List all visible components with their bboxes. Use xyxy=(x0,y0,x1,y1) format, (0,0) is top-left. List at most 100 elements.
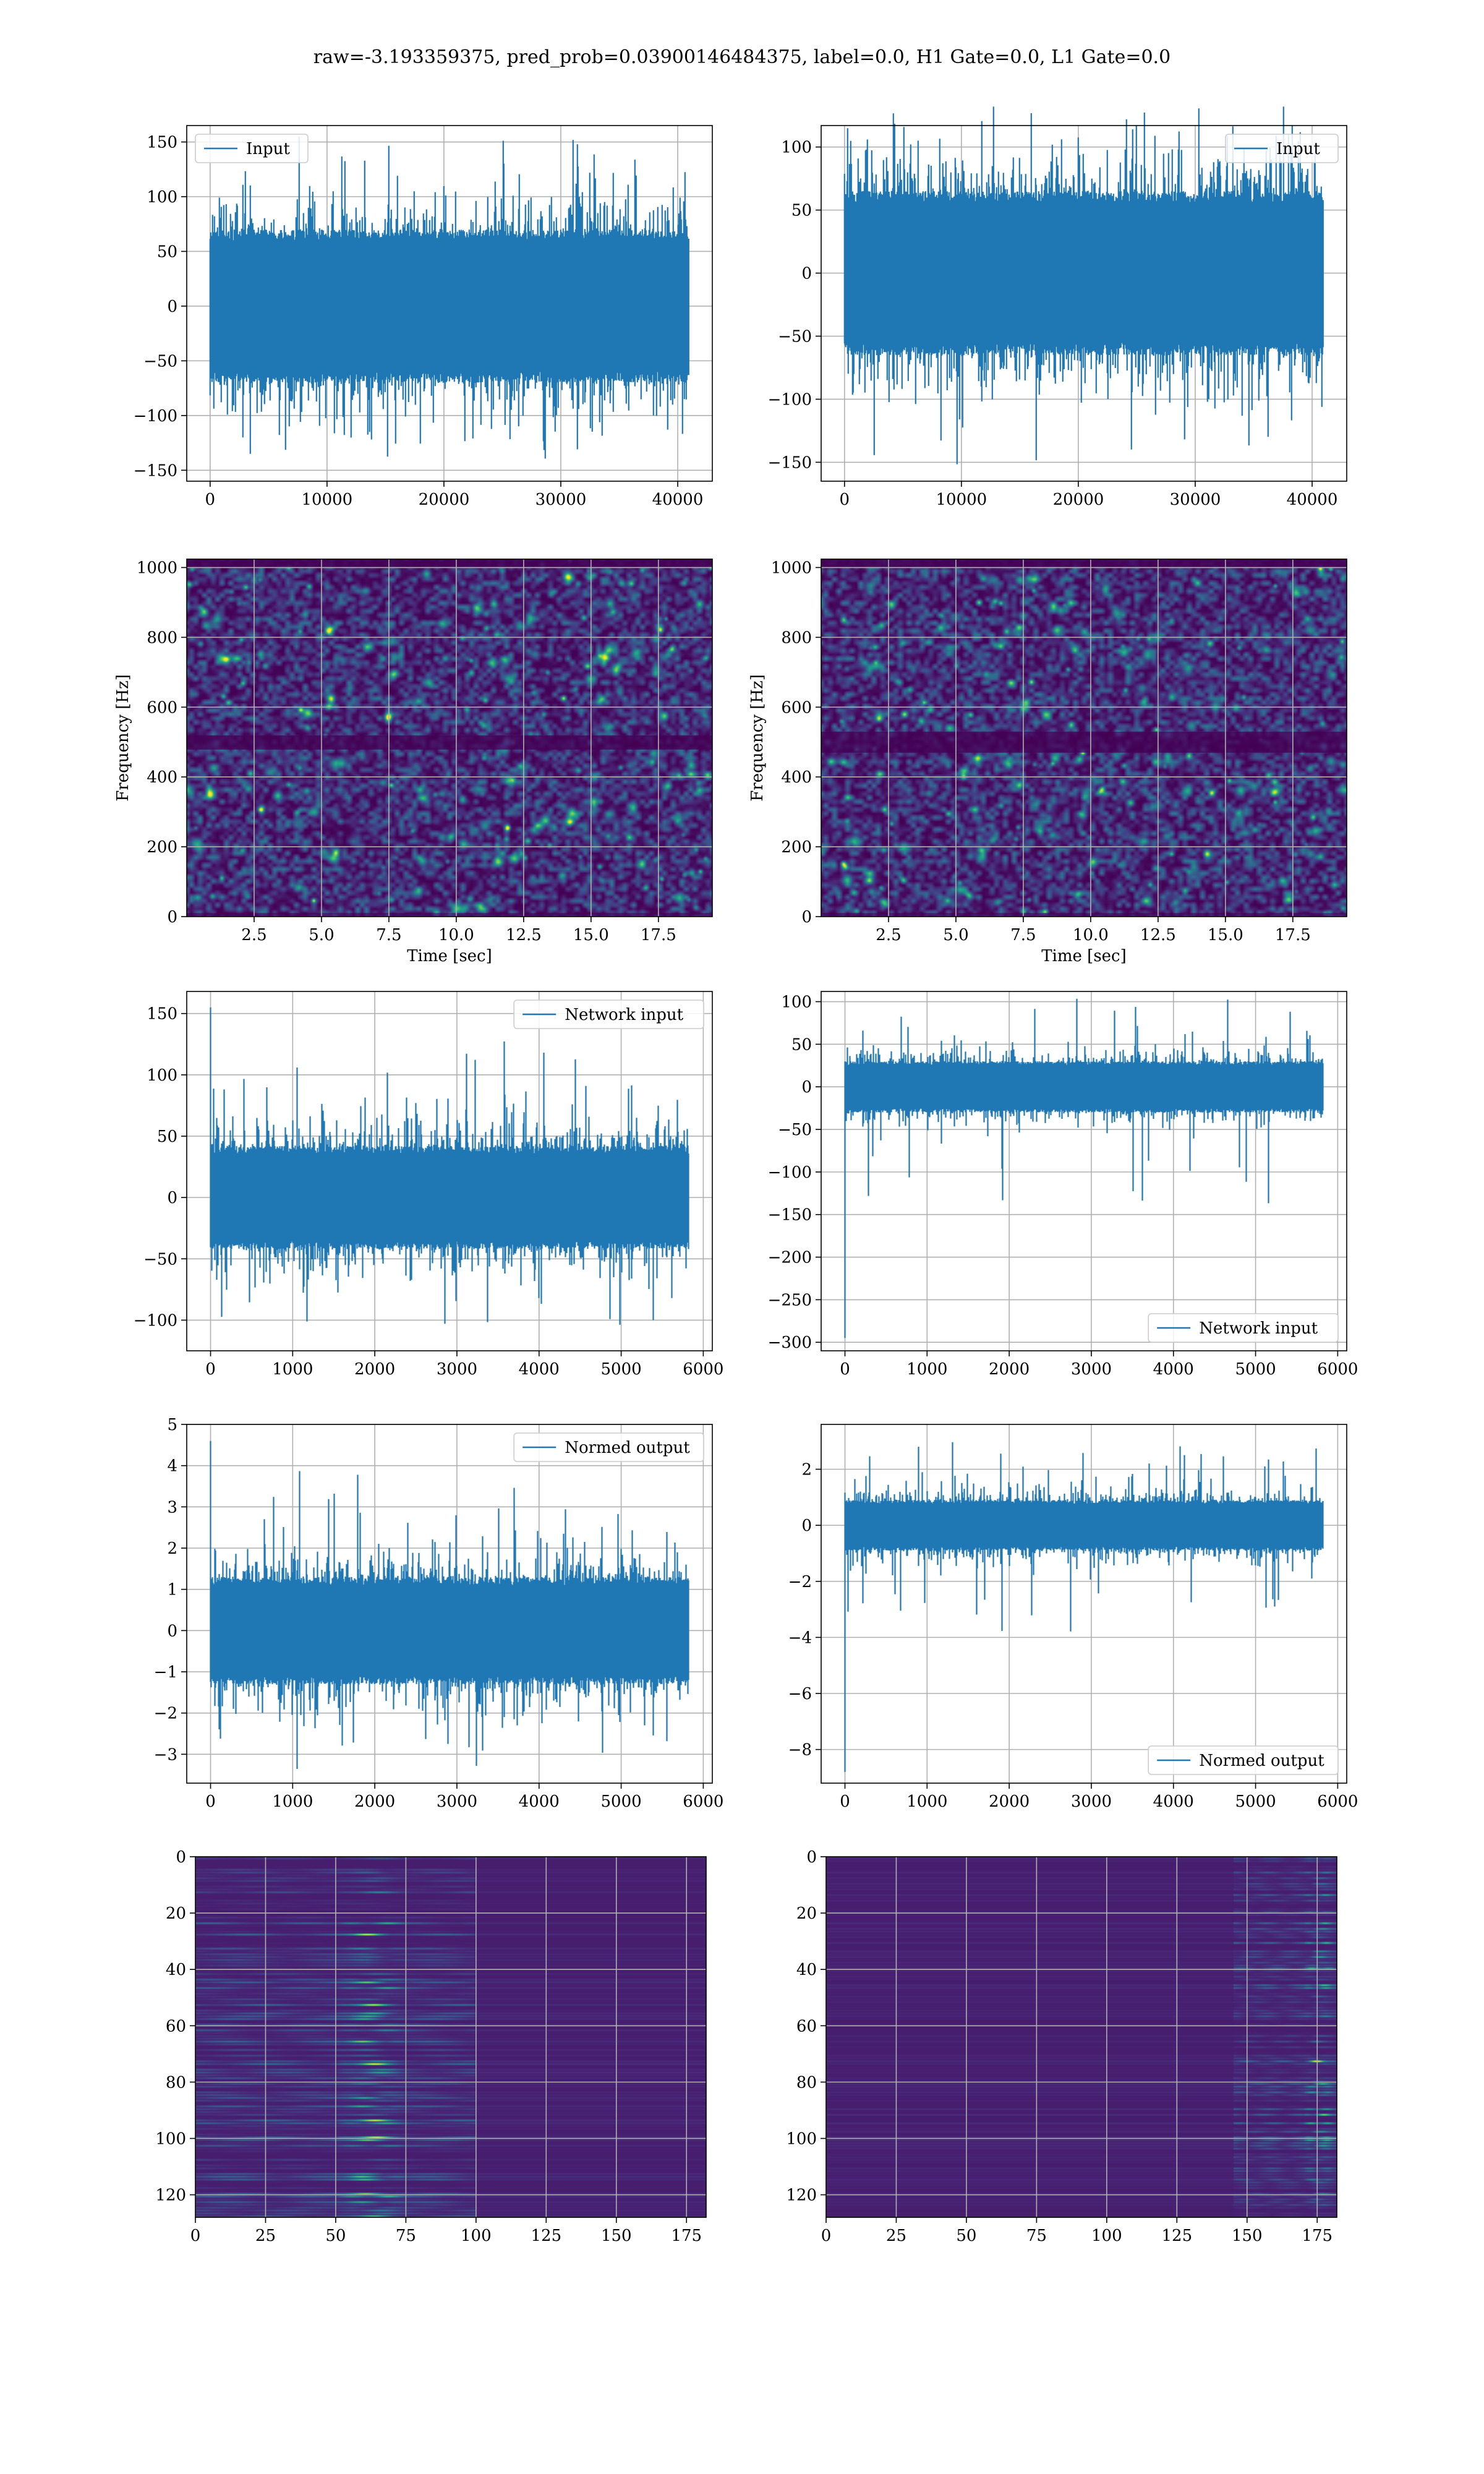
l1-feature-map-spines xyxy=(825,1856,1337,2218)
h1-network-input-series-line xyxy=(210,1007,689,1325)
l1-feature-map-xtick-label-0: 0 xyxy=(821,2227,832,2245)
h1-input-xtick-label-3: 30000 xyxy=(535,490,587,509)
h1-spectrogram-ytick-label-3: 600 xyxy=(147,698,177,717)
h1-spectrogram-ytick-label-5: 1000 xyxy=(137,559,177,578)
h1-network-input-axes: 0 1000 2000 3000 4000 5000 6000 −100 −50 0 50 100 15… xyxy=(134,991,723,1379)
l1-feature-map-ytick-label-1: 20 xyxy=(796,1904,817,1923)
l1-network-input-ytick-label-7: 50 xyxy=(791,1035,812,1054)
l1-network-input-xtick-label-6: 6000 xyxy=(1317,1360,1358,1379)
l1-spectrogram-ytick-label-2: 400 xyxy=(781,768,812,787)
l1-network-input-ytick-label-2: −200 xyxy=(768,1249,812,1267)
l1-input-xtick-label-3: 30000 xyxy=(1170,490,1221,509)
h1-input-xtick-label-2: 20000 xyxy=(419,490,470,509)
l1-normed-output-xtick-label-1: 1000 xyxy=(906,1792,947,1811)
l1-network-input-ytick-label-0: −300 xyxy=(768,1333,812,1352)
h1-spectrogram-ytick-label-2: 400 xyxy=(147,768,177,787)
h1-feature-map-spines xyxy=(195,1856,707,2218)
l1-network-input-spines xyxy=(821,991,1347,1351)
h1-input-xtick-label-1: 10000 xyxy=(302,490,353,509)
l1-normed-output-series-line xyxy=(844,1442,1324,1772)
h1-feature-map-ytick-label-2: 40 xyxy=(166,1961,186,1979)
h1-normed-output-ytick-label-0: −3 xyxy=(154,1745,177,1764)
h1-network-input-ytick-label-4: 100 xyxy=(147,1066,177,1085)
l1-network-input-ytick-label-6: 0 xyxy=(801,1078,812,1097)
h1-input-xtick-label-0: 0 xyxy=(205,490,216,509)
l1-input-legend-box xyxy=(1225,134,1339,163)
l1-feature-map-xtick-label-7: 175 xyxy=(1302,2227,1333,2245)
h1-network-input-xtick-label-0: 0 xyxy=(205,1360,216,1379)
h1-normed-output-axes: 0 1000 2000 3000 4000 5000 6000 −3 −2 −1 0 1 2 3 4 5 Nor… xyxy=(154,1416,724,1811)
l1-network-input-xtick-label-4: 4000 xyxy=(1153,1360,1194,1379)
l1-spectrogram-spines xyxy=(821,559,1347,917)
l1-network-input-legend: Network input xyxy=(1148,1313,1339,1343)
h1-normed-output-xtick-label-0: 0 xyxy=(205,1792,216,1811)
l1-network-input-xtick-label-0: 0 xyxy=(840,1360,850,1379)
l1-spectrogram-xtick-label-1: 5.0 xyxy=(943,926,968,944)
h1-feature-map-xtick-label-1: 25 xyxy=(255,2227,276,2245)
h1-spectrogram-ytick-label-0: 0 xyxy=(167,908,177,927)
h1-network-input-xtick-label-5: 5000 xyxy=(600,1360,641,1379)
h1-feature-map-axes: 0 25 50 75 100 125 150 175 0 20 40 60 80 100 120 xyxy=(155,1848,707,2245)
h1-feature-map-xtick-label-6: 150 xyxy=(601,2227,632,2245)
h1-feature-map-ytick-label-0: 0 xyxy=(176,1848,186,1867)
l1-input-ytick-label-0: −150 xyxy=(768,453,812,472)
l1-input-ytick-label-4: 50 xyxy=(791,202,812,220)
h1-spectrogram-spines xyxy=(186,559,713,917)
h1-input-ytick-label-6: 150 xyxy=(147,134,177,152)
h1-network-input-xtick-label-2: 2000 xyxy=(354,1360,395,1379)
h1-feature-map-ytick-label-3: 60 xyxy=(166,2017,186,2035)
l1-spectrogram-ytick-label-0: 0 xyxy=(801,908,812,927)
h1-spectrogram-ytick-label-1: 200 xyxy=(147,838,177,857)
h1-spectrogram-xlabel: Time [sec] xyxy=(407,947,492,965)
h1-feature-map-ytick-label-4: 80 xyxy=(166,2073,186,2092)
l1-normed-output-xtick-label-5: 5000 xyxy=(1235,1792,1276,1811)
l1-feature-map-xtick-label-1: 25 xyxy=(886,2227,906,2245)
h1-normed-output-xtick-label-2: 2000 xyxy=(354,1792,395,1811)
l1-normed-output-legend-box xyxy=(1148,1745,1339,1775)
h1-input-ytick-label-4: 50 xyxy=(157,242,177,261)
h1-normed-output-xtick-label-3: 3000 xyxy=(437,1792,477,1811)
h1-network-input-xtick-label-6: 6000 xyxy=(683,1360,723,1379)
l1-normed-output-ytick-label-1: −6 xyxy=(788,1685,812,1703)
l1-network-input-ytick-label-1: −250 xyxy=(768,1291,812,1309)
h1-input-ytick-label-3: 0 xyxy=(167,297,177,316)
h1-network-input-ytick-label-5: 150 xyxy=(147,1005,177,1024)
l1-feature-map-ytick-label-6: 120 xyxy=(786,2186,817,2205)
l1-normed-output-xtick-label-3: 3000 xyxy=(1071,1792,1112,1811)
l1-spectrogram-xtick-label-4: 12.5 xyxy=(1140,926,1176,944)
l1-spectrogram-axes: 2.5 5.0 7.5 10.0 12.5 15.0 17.5 0 200 400 600 800 10… xyxy=(748,559,1347,965)
l1-feature-map-xtick-label-6: 150 xyxy=(1232,2227,1263,2245)
h1-input-legend: Input xyxy=(195,134,309,163)
l1-spectrogram-xtick-label-3: 10.0 xyxy=(1073,926,1109,944)
h1-network-input-xtick-label-3: 3000 xyxy=(437,1360,477,1379)
h1-network-input-ytick-label-3: 50 xyxy=(157,1128,177,1146)
l1-feature-map-ytick-label-5: 100 xyxy=(786,2129,817,2148)
l1-normed-output-background xyxy=(821,1424,1347,1783)
l1-spectrogram-xtick-label-6: 17.5 xyxy=(1275,926,1311,944)
h1-network-input-xtick-label-1: 1000 xyxy=(272,1360,313,1379)
l1-input-xtick-label-4: 40000 xyxy=(1287,490,1338,509)
l1-input-series-line xyxy=(843,106,1324,464)
h1-feature-map-xtick-label-4: 100 xyxy=(461,2227,492,2245)
h1-network-input-xtick-label-4: 4000 xyxy=(519,1360,560,1379)
l1-normed-output-axes: 0 1000 2000 3000 4000 5000 6000 −8 −6 −4 −2 0 2 Norme… xyxy=(788,1424,1358,1811)
h1-spectrogram-xtick-label-4: 12.5 xyxy=(506,926,542,944)
h1-input-ytick-label-2: −50 xyxy=(143,352,177,370)
l1-network-input-xtick-label-2: 2000 xyxy=(989,1360,1030,1379)
h1-input-xtick-label-4: 40000 xyxy=(652,490,704,509)
l1-normed-output-xtick-label-6: 6000 xyxy=(1317,1792,1358,1811)
h1-feature-map-xtick-label-5: 125 xyxy=(531,2227,561,2245)
h1-input-ytick-label-0: −150 xyxy=(134,461,177,480)
h1-normed-output-legend-label: Normed output xyxy=(565,1439,690,1457)
h1-network-input-ytick-label-1: −50 xyxy=(143,1250,177,1269)
h1-normed-output-ytick-label-8: 5 xyxy=(167,1416,177,1434)
l1-input-ytick-label-5: 100 xyxy=(781,139,812,157)
h1-feature-map-xtick-label-7: 175 xyxy=(671,2227,702,2245)
l1-network-input-xtick-label-1: 1000 xyxy=(906,1360,947,1379)
l1-spectrogram-xtick-label-5: 15.0 xyxy=(1208,926,1243,944)
l1-normed-output-ytick-label-4: 0 xyxy=(801,1517,812,1535)
h1-network-input-legend: Network input xyxy=(513,999,704,1029)
h1-spectrogram-xtick-label-0: 2.5 xyxy=(241,926,267,944)
h1-normed-output-xtick-label-6: 6000 xyxy=(683,1792,723,1811)
